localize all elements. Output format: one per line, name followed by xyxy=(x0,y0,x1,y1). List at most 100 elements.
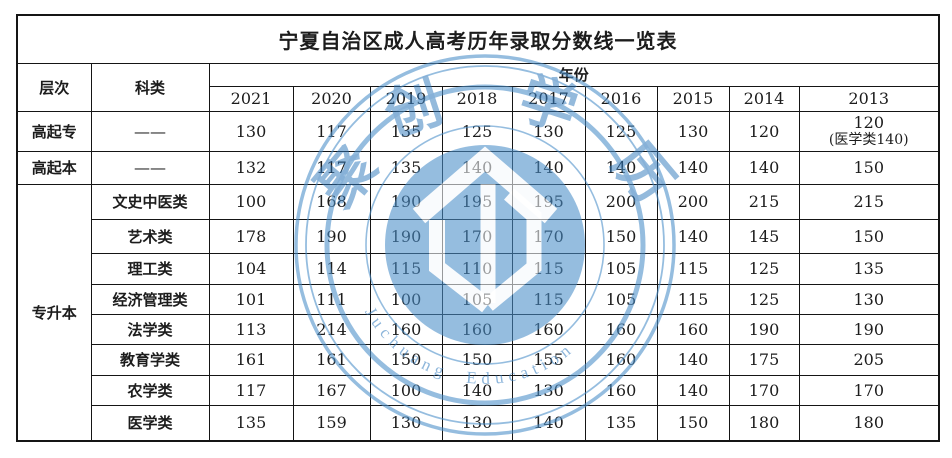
score-cell: 115 xyxy=(369,252,443,285)
table-row: 法学类 113 214 160 160 160 160 160 190 190 xyxy=(17,313,940,345)
score-cell: 140 xyxy=(656,218,730,254)
score-cell: 160 xyxy=(656,313,730,345)
level-cell: 高起专 xyxy=(16,110,92,152)
table-row: 教育学类 161 161 150 150 155 160 140 175 205 xyxy=(17,343,940,376)
score-cell: 140 xyxy=(511,404,586,442)
score-cell: 145 xyxy=(728,218,800,254)
category-cell: 文史中医类 xyxy=(90,183,210,220)
category-cell: 理工类 xyxy=(90,252,210,285)
score-cell: 160 xyxy=(369,313,443,345)
score-cell: 117 xyxy=(292,150,371,185)
score-cell: 135 xyxy=(208,404,294,442)
level-cell: 高起本 xyxy=(16,150,92,185)
score-cell: 140 xyxy=(441,150,513,185)
score-cell: 130 xyxy=(798,283,940,315)
year-header: 2014 xyxy=(728,85,800,112)
score-cell: 160 xyxy=(441,313,513,345)
score-cell: 130 xyxy=(511,110,586,152)
score-cell: 115 xyxy=(511,283,586,315)
score-cell: 150 xyxy=(798,150,940,185)
score-cell: 113 xyxy=(208,313,294,345)
score-cell: 100 xyxy=(208,183,294,220)
score-cell: 125 xyxy=(441,110,513,152)
table-row: 医学类 135 159 130 130 140 135 150 180 180 xyxy=(17,404,940,442)
score-cell: 117 xyxy=(208,374,294,406)
col-header-category: 科类 xyxy=(90,62,210,112)
score-cell: 200 xyxy=(656,183,730,220)
score-cell: 170 xyxy=(728,374,800,406)
table-row: 农学类 117 167 100 140 130 160 140 170 170 xyxy=(17,374,940,406)
category-cell: 医学类 xyxy=(90,404,210,442)
score-cell: 167 xyxy=(292,374,371,406)
score-value: 120 xyxy=(853,113,885,132)
score-cell: 155 xyxy=(511,343,586,376)
score-cell: 140 xyxy=(511,150,586,185)
score-cell: 170 xyxy=(441,218,513,254)
level-cell: 专升本 xyxy=(16,183,92,442)
score-cell: 140 xyxy=(656,374,730,406)
col-header-year-group: 年份 xyxy=(208,62,940,87)
score-cell: 140 xyxy=(656,150,730,185)
table-row: 高起本 —— 132 117 135 140 140 140 140 140 1… xyxy=(16,150,940,185)
category-cell: 经济管理类 xyxy=(90,283,210,315)
score-cell: 130 xyxy=(369,404,443,442)
score-cell: 205 xyxy=(798,343,940,376)
score-cell: 125 xyxy=(584,110,658,152)
score-cell: 114 xyxy=(292,252,371,285)
category-cell: —— xyxy=(90,110,210,152)
score-cell: 150 xyxy=(369,343,443,376)
table-row: 经济管理类 101 111 100 105 115 105 115 125 13… xyxy=(17,283,940,315)
score-cell: 190 xyxy=(728,313,800,345)
score-cell: 130 xyxy=(656,110,730,152)
score-cell: 214 xyxy=(292,313,371,345)
score-cell: 190 xyxy=(369,218,443,254)
score-cell: 125 xyxy=(728,283,800,315)
score-cell: 117 xyxy=(292,110,371,152)
score-cell: 150 xyxy=(441,343,513,376)
score-cell: 115 xyxy=(656,252,730,285)
category-cell: 教育学类 xyxy=(90,343,210,376)
score-cell: 168 xyxy=(292,183,371,220)
col-header-level: 层次 xyxy=(16,62,92,112)
category-cell: 农学类 xyxy=(90,374,210,406)
score-cell: 140 xyxy=(584,150,658,185)
score-cell: 180 xyxy=(728,404,800,442)
score-cell: 135 xyxy=(584,404,658,442)
score-cell: 115 xyxy=(656,283,730,315)
table-row: 高起专 —— 130 117 135 125 130 125 130 120 1… xyxy=(16,110,940,152)
category-cell: 艺术类 xyxy=(90,218,210,254)
score-cell: 100 xyxy=(369,283,443,315)
score-cell: 104 xyxy=(208,252,294,285)
year-header: 2017 xyxy=(511,85,586,112)
score-cell: 170 xyxy=(511,218,586,254)
page-title: 宁夏自治区成人高考历年录取分数线一览表 xyxy=(16,14,940,64)
score-cell: 178 xyxy=(208,218,294,254)
score-cell: 200 xyxy=(584,183,658,220)
year-header: 2018 xyxy=(441,85,513,112)
score-cell: 160 xyxy=(584,374,658,406)
score-cell: 150 xyxy=(584,218,658,254)
year-header: 2013 xyxy=(798,85,940,112)
score-cell: 150 xyxy=(656,404,730,442)
score-cell: 132 xyxy=(208,150,294,185)
score-cell: 135 xyxy=(369,150,443,185)
score-cell: 105 xyxy=(441,283,513,315)
year-header: 2019 xyxy=(369,85,443,112)
score-cell: 161 xyxy=(292,343,371,376)
score-cell: 190 xyxy=(798,313,940,345)
year-header: 2020 xyxy=(292,85,371,112)
table-row: 理工类 104 114 115 110 115 105 115 125 135 xyxy=(17,252,940,285)
score-cell: 140 xyxy=(441,374,513,406)
score-cell: 125 xyxy=(728,252,800,285)
score-cell: 195 xyxy=(511,183,586,220)
score-cell: 140 xyxy=(728,150,800,185)
score-cell: 195 xyxy=(441,183,513,220)
score-cell: 111 xyxy=(292,283,371,315)
score-cell: 115 xyxy=(511,252,586,285)
score-cell: 110 xyxy=(441,252,513,285)
score-cell: 130 xyxy=(208,110,294,152)
score-cell: 130 xyxy=(511,374,586,406)
score-cell: 135 xyxy=(798,252,940,285)
score-cell: 160 xyxy=(584,313,658,345)
table-row: 艺术类 178 190 190 170 170 150 140 145 150 xyxy=(17,218,940,254)
